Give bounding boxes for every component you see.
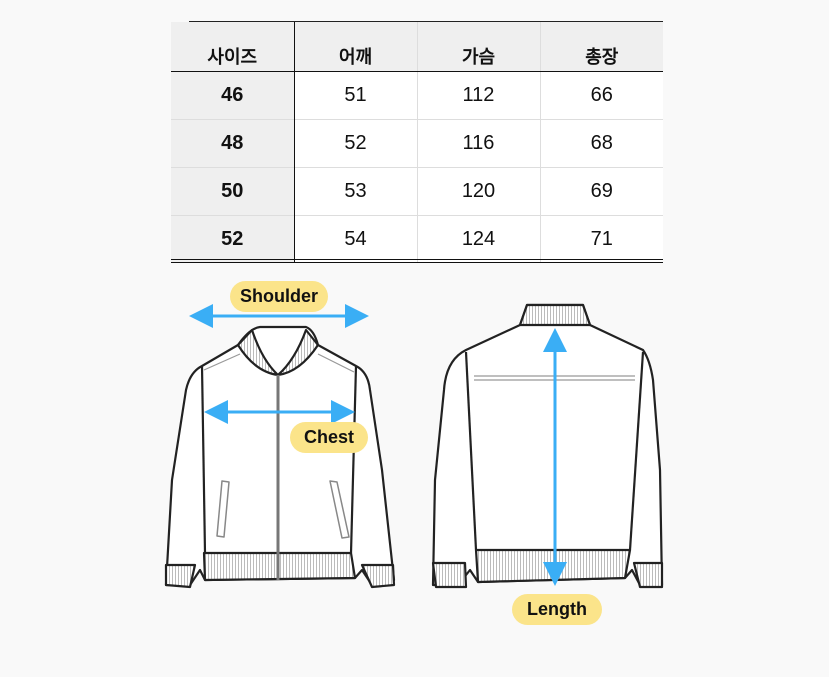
- table-row: 48 52 116 68: [171, 119, 663, 168]
- table-top-rule: [189, 21, 663, 22]
- cell-shoulder: 51: [294, 71, 417, 120]
- cell-size: 50: [171, 167, 295, 216]
- cell-length: 68: [539, 119, 663, 168]
- cell-size: 52: [171, 215, 295, 263]
- size-table: 사이즈 어깨 가슴 총장 46 51 112 66 48 52 116 68 5…: [171, 22, 663, 263]
- chest-label: Chest: [290, 422, 368, 453]
- cell-chest: 112: [416, 71, 540, 120]
- cell-length: 66: [539, 71, 663, 120]
- table-bottom-double-rule: [171, 259, 663, 263]
- front-jacket-illustration: [164, 325, 396, 589]
- cell-chest: 120: [416, 167, 540, 216]
- back-jacket-illustration: [431, 303, 664, 589]
- table-row: 52 54 124 71: [171, 215, 663, 263]
- header-size: 사이즈: [171, 22, 295, 72]
- table-row: 50 53 120 69: [171, 167, 663, 216]
- table-row: 46 51 112 66: [171, 71, 663, 120]
- length-label: Length: [512, 594, 602, 625]
- shoulder-label: Shoulder: [230, 281, 328, 312]
- cell-shoulder: 52: [294, 119, 417, 168]
- cell-chest: 116: [416, 119, 540, 168]
- cell-length: 71: [539, 215, 663, 263]
- cell-size: 46: [171, 71, 295, 120]
- header-shoulder: 어깨: [294, 22, 417, 72]
- cell-length: 69: [539, 167, 663, 216]
- header-length: 총장: [539, 22, 663, 72]
- cell-shoulder: 54: [294, 215, 417, 263]
- cell-shoulder: 53: [294, 167, 417, 216]
- cell-size: 48: [171, 119, 295, 168]
- cell-chest: 124: [416, 215, 540, 263]
